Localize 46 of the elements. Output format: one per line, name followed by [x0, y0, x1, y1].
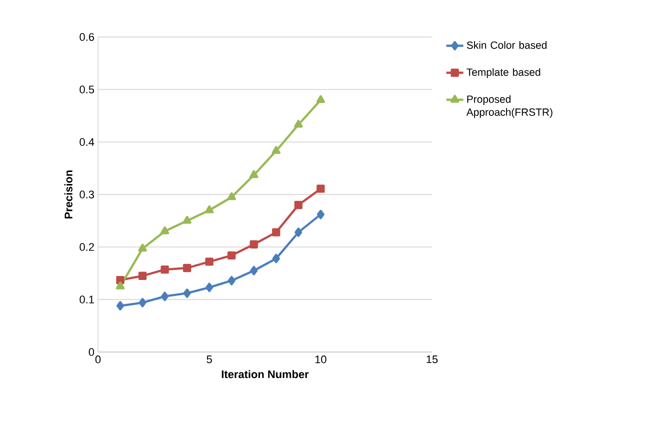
x-tick-label: 5 [206, 356, 212, 364]
point [161, 292, 169, 302]
legend-label: Template based [466, 68, 540, 78]
x-axis-title: Iteration Number [222, 370, 309, 378]
y-tick-label: 0.3 [80, 190, 94, 198]
legend-label: Skin Color based [466, 41, 547, 49]
y-tick-label: 0.4 [80, 138, 94, 146]
point [116, 276, 124, 284]
y-tick-label: 0.5 [80, 86, 94, 94]
y-tick-label: 0 [88, 348, 94, 356]
point [204, 205, 214, 214]
y-axis-title: Precision [64, 170, 72, 218]
point [249, 170, 258, 178]
point [228, 251, 236, 260]
point [182, 216, 192, 224]
x-tick-label: 15 [426, 356, 438, 364]
y-tick-label: 0.6 [80, 33, 94, 41]
point [183, 288, 191, 298]
y-tick-label: 0.2 [80, 243, 94, 251]
point [250, 266, 258, 276]
point [316, 184, 325, 193]
point [160, 226, 170, 234]
point [294, 120, 303, 128]
point [138, 244, 147, 252]
point [182, 264, 192, 272]
y-tick-label: 0.1 [80, 296, 94, 304]
point [138, 272, 147, 280]
point [250, 240, 258, 248]
point [272, 228, 280, 236]
point [294, 228, 302, 237]
point [138, 298, 146, 308]
point [272, 146, 281, 154]
legend-label: Proposed Approach(FRSTR) [466, 95, 552, 118]
point [206, 282, 214, 292]
point [160, 265, 169, 274]
point [227, 192, 236, 200]
point [272, 254, 280, 264]
point [116, 281, 125, 290]
point [316, 95, 326, 103]
x-tick-label: 0 [95, 356, 101, 364]
point [228, 276, 236, 286]
x-tick-label: 10 [315, 356, 326, 364]
point [116, 301, 124, 310]
point [294, 200, 302, 210]
point [316, 210, 324, 220]
point [205, 258, 214, 266]
